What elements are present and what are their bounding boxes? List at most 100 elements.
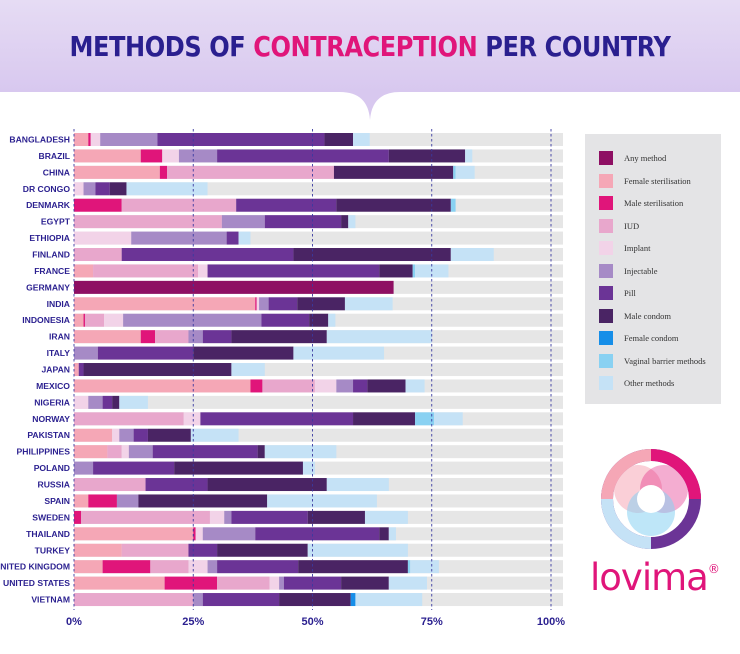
legend-swatch: [599, 308, 613, 323]
legend-item-implant: Implant: [599, 240, 650, 256]
bar-segment-dr-congo-male-condom: [109, 182, 127, 196]
bar-segment-mexico-injectable: [336, 379, 354, 393]
bar-segment-indonesia-injectable: [123, 313, 262, 327]
category-label-bangladesh: BANGLADESH: [9, 135, 70, 145]
legend-item-female-condom: Female condom: [599, 330, 679, 346]
bar-segment-united-kingdom-male-condom: [298, 560, 408, 574]
category-label-indonesia: INDONESIA: [22, 315, 70, 325]
category-label-vietnam: VIETNAM: [31, 595, 70, 605]
bar-segment-china-other-methods: [455, 165, 475, 179]
bar-segment-indonesia-iud: [84, 313, 105, 327]
bar-segment-iran-other-methods: [326, 330, 432, 344]
bar-segment-united-states-iud: [217, 576, 270, 590]
bar-segment-brazil-male-condom: [388, 149, 466, 163]
bar-segment-denmark-pill: [236, 198, 337, 212]
x-tick-label-25: 25%: [182, 616, 204, 628]
category-label-poland: POLAND: [34, 463, 70, 473]
bar-segment-denmark-vaginal-barrier-methods: [450, 198, 456, 212]
bar-segment-italy-injectable: [74, 346, 98, 360]
bar-segment-philippines-iud: [107, 445, 122, 459]
bar-segment-vietnam-iud: [74, 593, 194, 607]
bar-segment-united-states-other-methods: [388, 576, 427, 590]
category-label-denmark: DENMARK: [26, 200, 71, 210]
bar-segment-pakistan-implant: [112, 428, 120, 442]
legend-swatch: [599, 196, 613, 210]
bar-segment-russia-iud: [74, 478, 146, 492]
legend-label: Vaginal barrier methods: [624, 355, 706, 366]
bar-segment-pakistan-other-methods: [190, 428, 239, 442]
category-label-germany: GERMANY: [26, 282, 70, 292]
legend-label: Pill: [624, 288, 636, 298]
category-label-united-states: UNITED STATES: [3, 578, 70, 588]
bar-segment-nigeria-pill: [102, 395, 113, 409]
bar-segment-thailand-pill: [255, 527, 380, 541]
category-label-sweden: SWEDEN: [32, 512, 70, 522]
bar-segment-united-states-implant: [269, 576, 280, 590]
bar-segment-norway-iud: [74, 412, 184, 426]
legend: Any method Female sterilisation Male steri…: [585, 134, 721, 404]
bar-segment-denmark-male-sterilisation: [74, 198, 122, 212]
legend-item-male-sterilisation: Male sterilisation: [599, 195, 683, 211]
title-accent: CONTRACEPTION: [253, 30, 478, 63]
bar-segment-thailand-implant: [195, 527, 203, 541]
legend-item-vaginal-barrier-methods: Vaginal barrier methods: [599, 353, 706, 369]
bar-segment-pakistan-female-sterilisation: [74, 428, 113, 442]
bar-segment-france-iud: [93, 264, 199, 278]
bar-segment-norway-male-condom: [353, 412, 416, 426]
bar-segment-dr-congo-injectable: [83, 182, 96, 196]
bar-segment-ethiopia-pill: [226, 231, 239, 245]
bar-segment-thailand-other-methods: [388, 527, 396, 541]
bar-segment-vietnam-pill: [202, 593, 280, 607]
bar-segment-france-implant: [198, 264, 208, 278]
legend-swatch: [599, 173, 613, 188]
bar-segment-united-kingdom-vaginal-barrier-methods: [407, 560, 411, 574]
bar-track-nigeria: [74, 395, 563, 409]
category-label-spain: SPAIN: [44, 496, 70, 506]
category-label-finland: FINLAND: [32, 250, 70, 260]
bar-segment-pakistan-pill: [133, 428, 148, 442]
bar-segment-bangladesh-female-sterilisation: [74, 133, 89, 146]
bar-segment-united-kingdom-pill: [217, 560, 299, 574]
bar-segment-iran-female-sterilisation: [74, 330, 141, 344]
legend-item-pill: Pill: [599, 285, 636, 301]
bar-segment-spain-female-sterilisation: [74, 494, 89, 508]
x-tick-label-50: 50%: [301, 616, 323, 628]
x-tick-label-0: 0%: [66, 616, 82, 628]
bar-segment-brazil-female-sterilisation: [74, 149, 141, 163]
bar-segment-indonesia-pill: [261, 313, 310, 327]
bar-segment-sweden-male-sterilisation: [74, 510, 82, 524]
bar-segment-iran-injectable: [188, 330, 203, 344]
bar-segment-finland-other-methods: [450, 248, 494, 262]
bar-segment-sweden-pill: [231, 510, 308, 524]
bar-segment-united-states-male-condom: [341, 576, 389, 590]
legend-item-iud: IUD: [599, 218, 639, 234]
bar-segment-brazil-other-methods: [465, 149, 473, 163]
category-label-japan: JAPAN: [42, 365, 71, 375]
page-title: METHODS OF CONTRACEPTION PER COUNTRY: [52, 30, 688, 63]
bar-segment-thailand-injectable: [202, 527, 256, 541]
bar-segment-china-male-condom: [333, 165, 454, 179]
bar-segment-dr-congo-implant: [74, 182, 84, 196]
bar-segment-bangladesh-male-sterilisation: [88, 133, 91, 146]
bar-segment-brazil-male-sterilisation: [140, 149, 163, 163]
lovima-logo-icon: [601, 449, 701, 549]
legend-label: Other methods: [624, 378, 675, 388]
x-tick-label-100: 100%: [537, 616, 565, 628]
bar-segment-mexico-male-sterilisation: [250, 379, 263, 393]
bar-segment-sweden-implant: [209, 510, 225, 524]
bar-segment-bangladesh-male-condom: [324, 133, 354, 146]
bar-segment-ethiopia-other-methods: [238, 231, 251, 245]
bar-segment-indonesia-male-sterilisation: [83, 313, 85, 327]
bar-segment-italy-pill: [97, 346, 194, 360]
bar-segment-france-pill: [207, 264, 380, 278]
bar-segment-united-kingdom-other-methods: [410, 560, 439, 574]
bar-segment-turkey-female-sterilisation: [74, 543, 122, 557]
bar-segment-pakistan-male-condom: [147, 428, 191, 442]
bar-segment-philippines-female-sterilisation: [74, 445, 108, 459]
bar-segment-iran-male-sterilisation: [140, 330, 156, 344]
bar-segment-philippines-implant: [121, 445, 129, 459]
bar-segment-japan-pill: [78, 363, 84, 377]
bar-segment-united-kingdom-male-sterilisation: [102, 560, 151, 574]
bar-segment-china-female-sterilisation: [74, 165, 160, 179]
bar-segment-vietnam-other-methods: [355, 593, 423, 607]
